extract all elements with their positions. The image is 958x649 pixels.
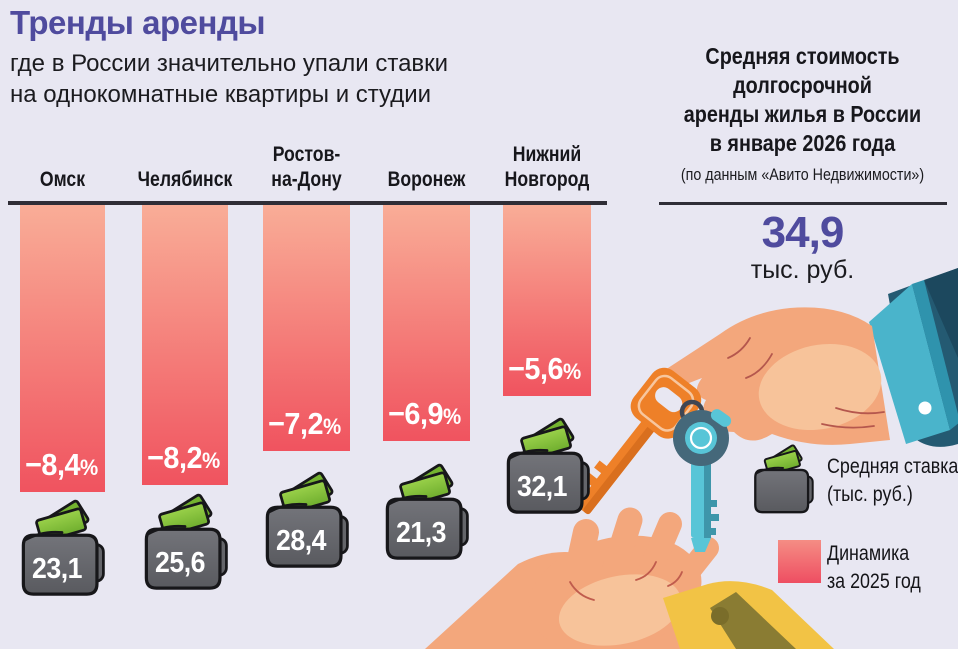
decline-value: −8,4% — [25, 447, 98, 482]
chart-column-nizhny-novgorod: Нижний Новгород −5,6% 32,1 — [503, 0, 591, 649]
decline-bar: −5,6% — [503, 205, 591, 396]
legend-dynamics-swatch — [778, 540, 821, 583]
wallet-icon: 32,1 — [501, 416, 593, 518]
panel-heading-line: в январе 2026 года — [709, 130, 896, 156]
decline-bar: −8,2% — [142, 205, 228, 485]
panel-heading: Средняя стоимость долгосрочной аренды жи… — [676, 42, 930, 158]
rate-value: 25,6 — [154, 547, 206, 579]
legend-dynamics-line: за 2025 год — [827, 570, 921, 593]
city-label: Воронеж — [371, 124, 481, 192]
wallet-icon: 21,3 — [380, 462, 472, 564]
legend-wallet-icon — [750, 443, 816, 516]
page-subtitle: где в России значительно упали ставки на… — [10, 48, 448, 110]
decline-value: −8,2% — [147, 440, 220, 475]
panel-heading-line: аренды жилья в России — [683, 101, 922, 127]
city-label-line: Нижний — [512, 143, 582, 166]
subtitle-line-1: где в России значительно упали ставки — [10, 50, 449, 77]
chart-column-omsk: Омск −8,4% 23,1 — [20, 0, 106, 649]
city-label-line: на-Дону — [271, 168, 342, 191]
chart-baseline — [8, 201, 607, 205]
teal-key-icon — [673, 399, 732, 552]
legend-rate-line: Средняя ставка — [827, 455, 958, 478]
decline-value: −5,6% — [508, 351, 581, 386]
city-label-line: Ростов- — [272, 143, 341, 166]
panel-divider — [659, 202, 947, 205]
average-value: 34,9 — [761, 208, 845, 257]
rate-value: 21,3 — [395, 517, 447, 549]
rate-value: 32,1 — [516, 471, 568, 503]
chart-column-voronezh: Воронеж −6,9% 21,3 — [383, 0, 470, 649]
panel-heading-line: Средняя стоимость — [705, 43, 900, 69]
subtitle-line-2: на однокомнатные квартиры и студии — [10, 81, 432, 108]
wallet-icon: 28,4 — [260, 470, 352, 572]
panel-heading-line: долгосрочной — [733, 72, 872, 98]
decline-bar: −7,2% — [263, 205, 350, 451]
legend-dynamics-line: Динамика — [827, 542, 910, 565]
rate-value: 23,1 — [31, 553, 83, 585]
legend-rate-label: Средняя ставка (тыс. руб.) — [827, 453, 958, 509]
city-label: Челябинск — [130, 124, 239, 192]
wallet-icon: 23,1 — [16, 498, 108, 600]
city-label-line: Омск — [39, 168, 86, 191]
average-cost-panel: Средняя стоимость долгосрочной аренды жи… — [655, 42, 950, 185]
city-label-line: Воронеж — [387, 168, 466, 191]
decline-value: −6,9% — [388, 396, 461, 431]
decline-bar: −6,9% — [383, 205, 470, 441]
city-label-line: Челябинск — [137, 168, 233, 191]
city-label: Омск — [8, 124, 116, 192]
page-title: Тренды аренды — [10, 4, 266, 41]
city-label: Нижний Новгород — [492, 124, 603, 192]
rate-value: 28,4 — [275, 525, 327, 557]
wallet-icon: 25,6 — [139, 492, 231, 594]
decline-value: −7,2% — [268, 406, 341, 441]
chart-column-rostov: Ростов- на-Дону −7,2% 28,4 — [263, 0, 350, 649]
city-label: Ростов- на-Дону — [251, 124, 361, 192]
lower-hand-illustration — [425, 507, 834, 649]
city-label-line: Новгород — [504, 168, 590, 191]
hands-keys-illustration — [425, 268, 958, 649]
average-unit: тыс. руб. — [750, 256, 855, 284]
legend-rate-line: (тыс. руб.) — [827, 483, 913, 506]
chart-column-chelyabinsk: Челябинск −8,2% 25,6 — [138, 0, 232, 649]
decline-bar: −8,4% — [20, 205, 105, 492]
source-note: (по данным «Авито Недвижимости») — [680, 165, 925, 184]
legend-dynamics-label: Динамика за 2025 год — [827, 540, 921, 596]
